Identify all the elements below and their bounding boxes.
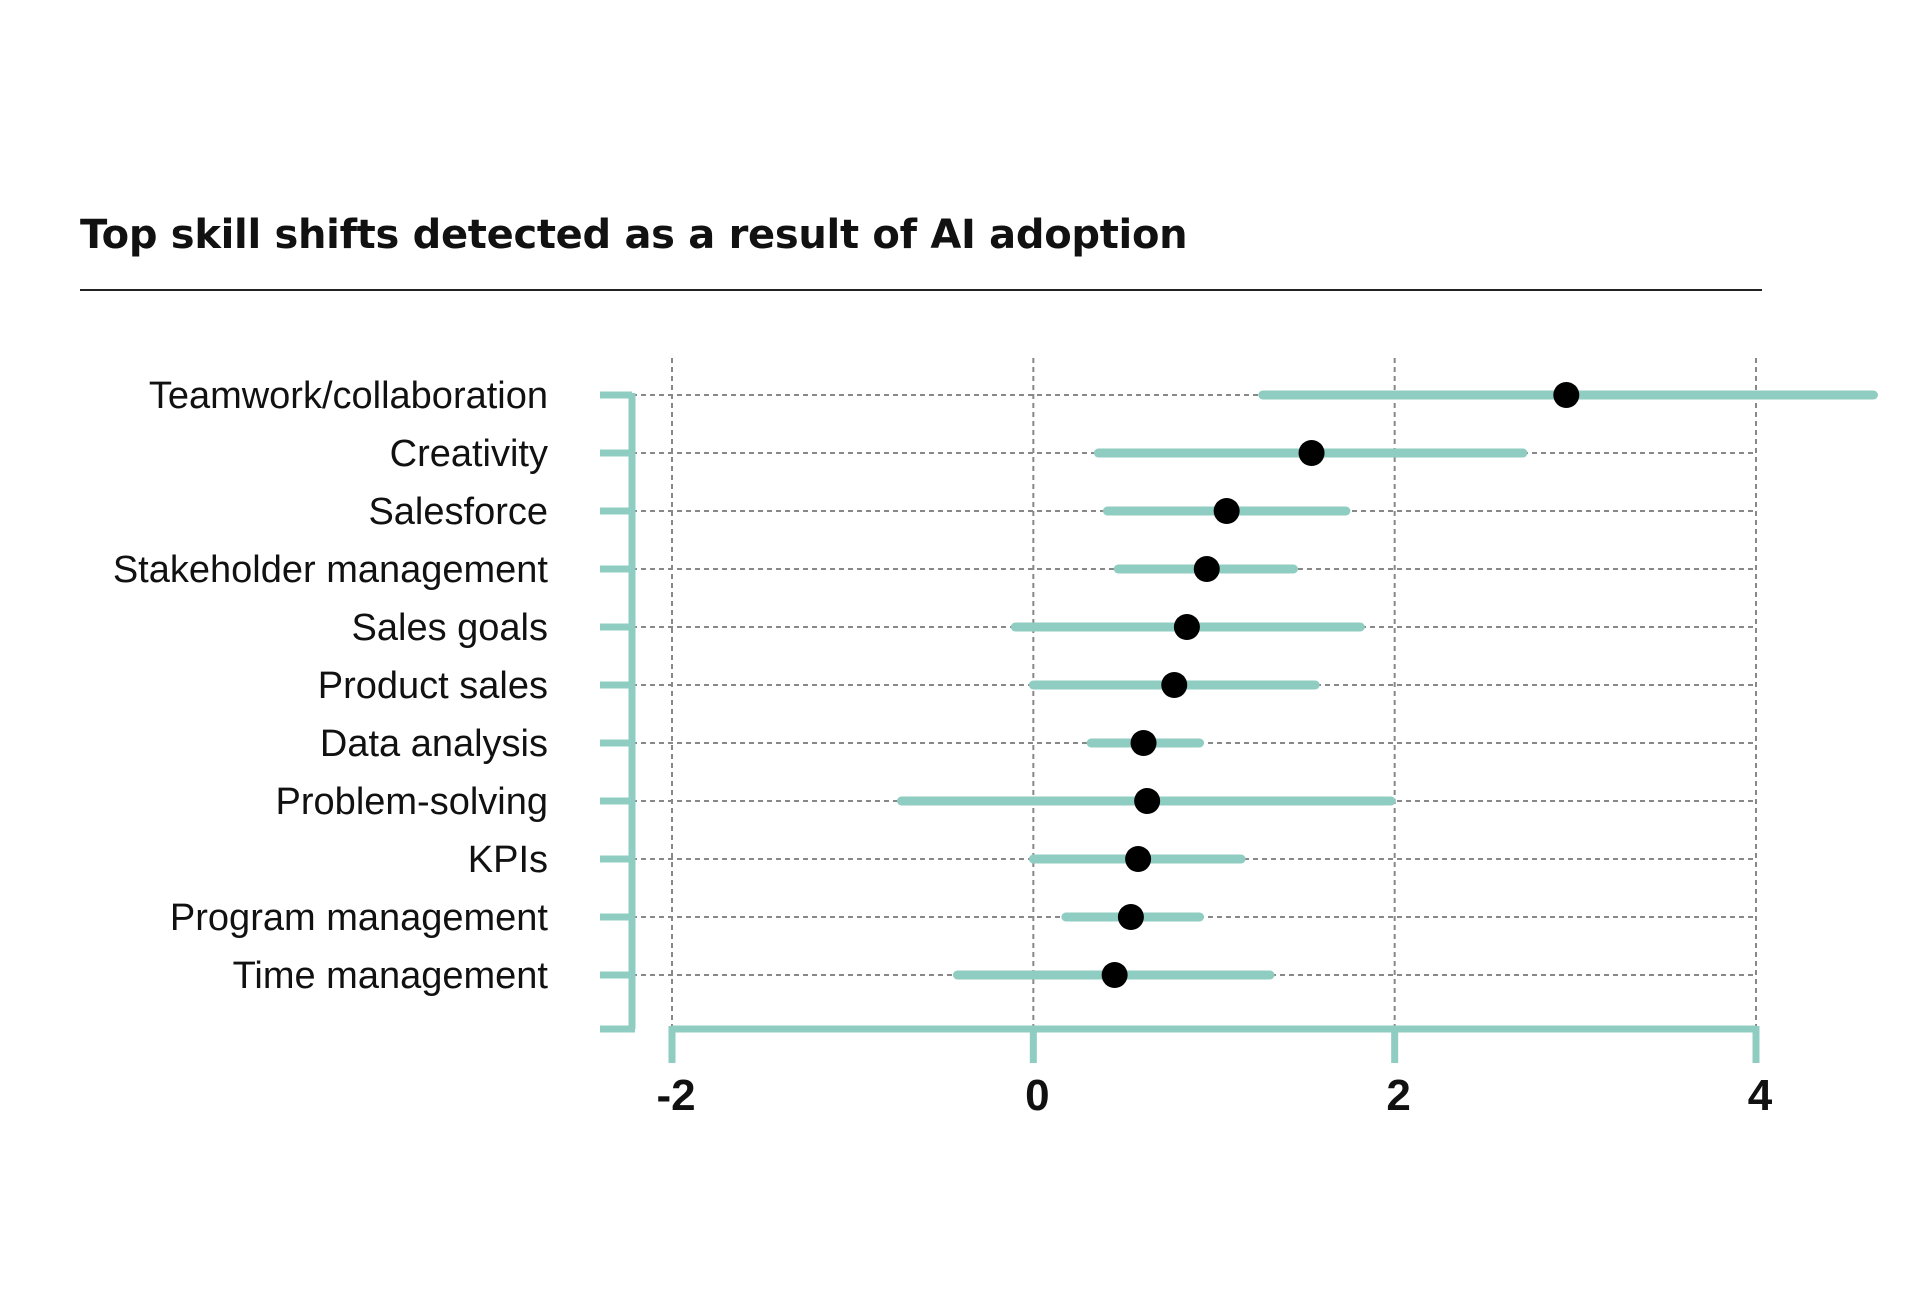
category-label: Sales goals	[352, 607, 548, 649]
data-point	[1134, 788, 1161, 814]
data-point	[1193, 556, 1220, 582]
category-label: Program management	[170, 897, 549, 939]
data-point	[1161, 672, 1188, 698]
data-point	[1553, 382, 1580, 408]
x-tick-label: 4	[1748, 1071, 1773, 1120]
category-label: Salesforce	[368, 491, 548, 533]
x-tick-label: 0	[1025, 1071, 1049, 1120]
data-point	[1130, 730, 1157, 756]
category-label: Problem-solving	[276, 781, 548, 823]
category-label: Teamwork/collaboration	[149, 375, 548, 417]
data-point	[1213, 498, 1240, 524]
category-label: Product sales	[318, 665, 548, 707]
data-point	[1117, 904, 1144, 930]
category-label: KPIs	[468, 839, 548, 881]
data-point	[1101, 962, 1128, 988]
category-label: Stakeholder management	[113, 549, 549, 591]
category-label: Creativity	[390, 433, 548, 475]
data-point	[1173, 614, 1200, 640]
data-point	[1125, 846, 1152, 872]
data-point	[1298, 440, 1325, 466]
category-label: Time management	[233, 955, 549, 997]
category-label: Data analysis	[320, 723, 548, 765]
x-tick-label: -2	[656, 1071, 695, 1120]
chart-title: Top skill shifts detected as a result of…	[80, 212, 1188, 258]
title-divider	[80, 289, 1762, 291]
x-tick-label: 2	[1386, 1071, 1410, 1120]
